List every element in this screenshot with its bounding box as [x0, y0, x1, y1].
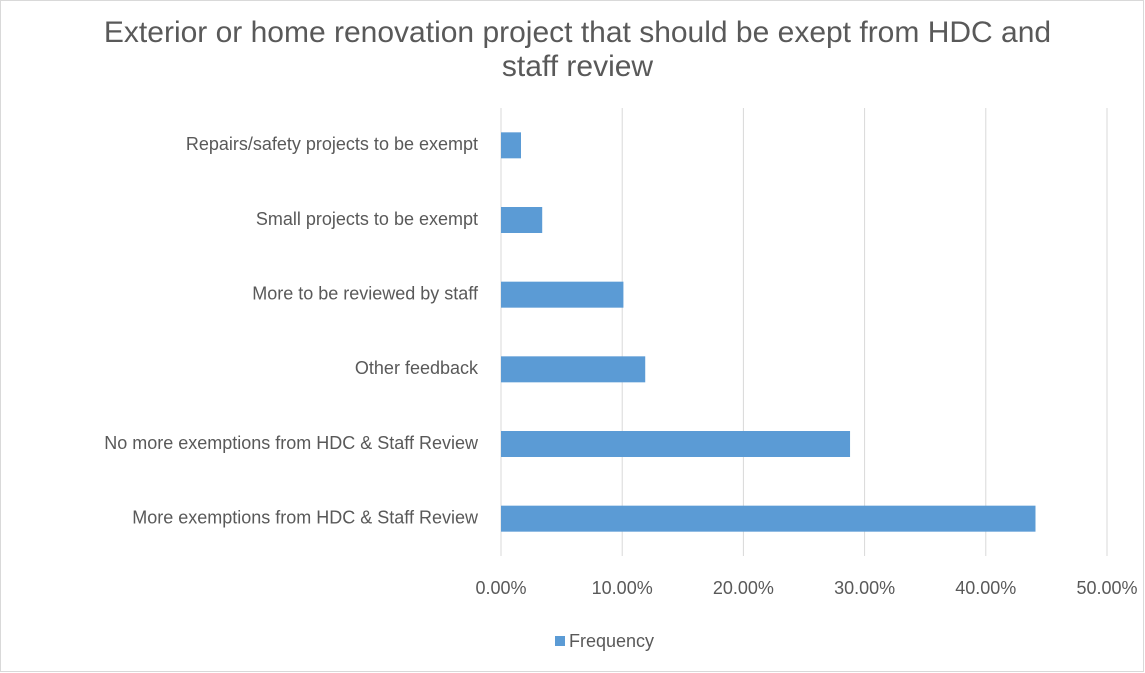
bar [501, 281, 624, 308]
y-tick-label: Other feedback [355, 358, 479, 378]
x-tick-label: 30.00% [834, 578, 895, 598]
bar [501, 356, 646, 383]
legend-swatch [555, 636, 565, 646]
x-tick-label: 50.00% [1076, 578, 1137, 598]
bar [501, 132, 521, 159]
bar [501, 431, 851, 457]
x-tick-label: 20.00% [713, 578, 774, 598]
legend-label: Frequency [569, 631, 654, 651]
y-tick-label: Small projects to be exempt [256, 209, 478, 229]
x-tick-label: 40.00% [955, 578, 1016, 598]
y-tick-label: More exemptions from HDC & Staff Review [132, 507, 479, 527]
bar [501, 505, 1036, 532]
chart-title: Exterior or home renovation project that… [103, 16, 1052, 83]
x-tick-label: 10.00% [592, 578, 653, 598]
bar [501, 207, 543, 233]
x-tick-label: 0.00% [475, 578, 526, 598]
y-tick-label: Repairs/safety projects to be exempt [186, 134, 478, 154]
y-tick-label: More to be reviewed by staff [252, 283, 479, 303]
y-tick-label: No more exemptions from HDC & Staff Revi… [104, 433, 479, 453]
